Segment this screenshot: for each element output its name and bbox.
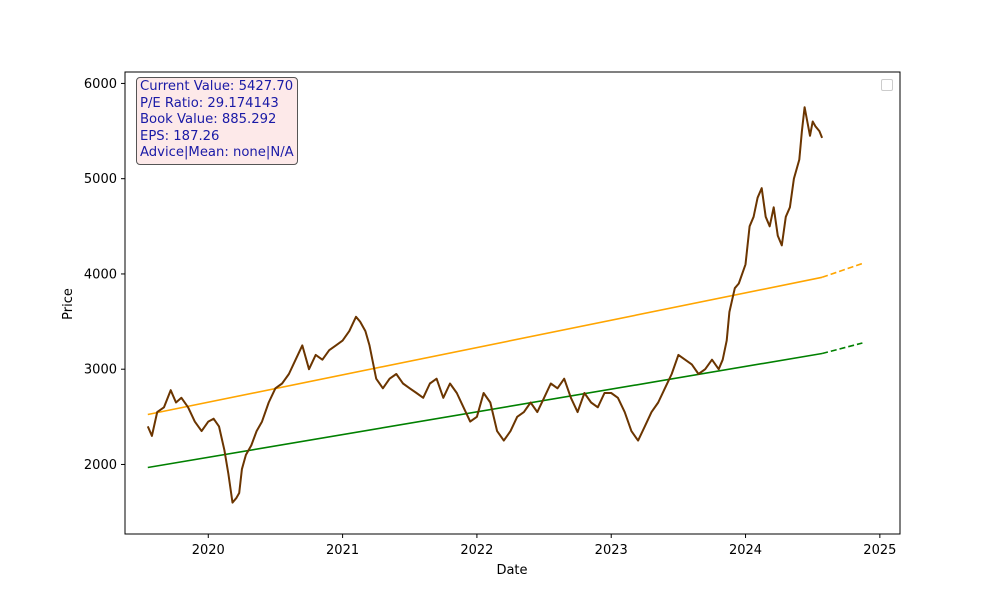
series-line-trend-upper-projection — [821, 262, 863, 279]
series-line-trend-upper — [147, 276, 823, 416]
x-tick-label: 2023 — [595, 543, 628, 558]
y-tick-label: 5000 — [84, 172, 117, 187]
x-tick-label: 2021 — [326, 543, 359, 558]
x-axis: 2020 2021 2022 2023 2024 2025 — [192, 534, 896, 558]
current-value-text: Current Value: 5427.70 — [140, 79, 294, 94]
y-tick-label: 3000 — [84, 363, 117, 378]
series-line-trend-lower — [147, 352, 823, 469]
y-tick-label: 4000 — [84, 267, 117, 282]
pe-ratio-text: P/E Ratio: 29.174143 — [140, 95, 279, 111]
stats-annotation-box: Current Value: 5427.70 P/E Ratio: 29.174… — [136, 77, 298, 165]
y-tick-label: 6000 — [84, 77, 117, 92]
y-axis: 2000 3000 4000 5000 6000 — [84, 77, 125, 473]
x-tick-label: 2025 — [863, 543, 896, 558]
eps-text: EPS: 187.26 — [140, 128, 220, 144]
x-tick-label: 2024 — [729, 543, 762, 558]
x-tick-label: 2022 — [460, 543, 493, 558]
book-value-text: Book Value: 885.292 — [140, 112, 277, 127]
legend — [881, 79, 893, 91]
series-layer — [146, 106, 863, 504]
series-line-trend-lower-projection — [821, 342, 863, 355]
x-axis-title: Date — [496, 563, 527, 578]
advice-mean-text: Advice|Mean: none|N/A — [140, 145, 294, 160]
x-tick-label: 2020 — [192, 543, 225, 558]
y-tick-label: 2000 — [84, 458, 117, 473]
y-axis-title: Price — [61, 288, 76, 320]
series-line-price — [146, 106, 824, 504]
